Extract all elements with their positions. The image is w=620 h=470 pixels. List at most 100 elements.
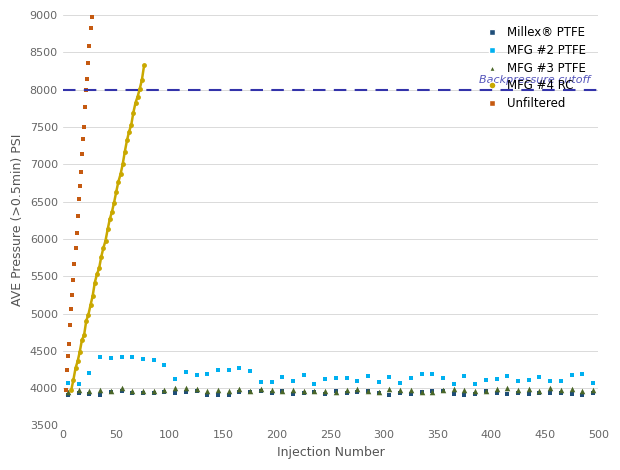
Millex® PTFE bbox=[267, 389, 277, 396]
MFG #3 PTFE bbox=[95, 387, 105, 394]
Millex® PTFE bbox=[438, 387, 448, 395]
Unfiltered bbox=[77, 150, 87, 158]
MFG #2 PTFE bbox=[224, 366, 234, 374]
Millex® PTFE bbox=[127, 390, 137, 397]
MFG #3 PTFE bbox=[299, 387, 309, 394]
Y-axis label: AVE Pressure (>0.5min) PSI: AVE Pressure (>0.5min) PSI bbox=[11, 134, 24, 306]
Unfiltered bbox=[71, 244, 81, 251]
MFG #3 PTFE bbox=[567, 385, 577, 393]
MFG #3 PTFE bbox=[438, 386, 448, 393]
X-axis label: Injection Number: Injection Number bbox=[277, 446, 384, 459]
MFG #4 RC bbox=[110, 200, 118, 205]
Millex® PTFE bbox=[588, 389, 598, 397]
Millex® PTFE bbox=[181, 388, 191, 395]
Unfiltered bbox=[68, 276, 78, 283]
MFG #4 RC bbox=[140, 63, 148, 68]
MFG #3 PTFE bbox=[470, 387, 480, 394]
Millex® PTFE bbox=[352, 388, 362, 396]
MFG #2 PTFE bbox=[106, 354, 116, 361]
MFG #3 PTFE bbox=[492, 385, 502, 392]
Millex® PTFE bbox=[427, 388, 437, 395]
Unfiltered bbox=[69, 260, 79, 267]
MFG #4 RC bbox=[74, 359, 81, 364]
MFG #2 PTFE bbox=[267, 378, 277, 386]
MFG #3 PTFE bbox=[63, 388, 73, 395]
Millex® PTFE bbox=[309, 388, 319, 396]
Unfiltered bbox=[87, 13, 97, 21]
MFG #4 RC bbox=[97, 254, 105, 260]
MFG #2 PTFE bbox=[406, 374, 416, 382]
MFG #3 PTFE bbox=[267, 386, 277, 394]
MFG #4 RC bbox=[69, 377, 77, 383]
Millex® PTFE bbox=[288, 390, 298, 398]
Millex® PTFE bbox=[159, 388, 169, 395]
MFG #4 RC bbox=[82, 318, 90, 324]
MFG #3 PTFE bbox=[256, 385, 266, 392]
Millex® PTFE bbox=[256, 387, 266, 395]
MFG #3 PTFE bbox=[395, 386, 405, 394]
MFG #4 RC bbox=[87, 302, 94, 308]
MFG #3 PTFE bbox=[556, 386, 566, 394]
Unfiltered bbox=[75, 182, 85, 189]
MFG #3 PTFE bbox=[309, 387, 319, 394]
MFG #2 PTFE bbox=[331, 374, 341, 382]
MFG #2 PTFE bbox=[342, 374, 352, 382]
MFG #4 RC bbox=[68, 387, 75, 393]
Unfiltered bbox=[64, 340, 74, 348]
MFG #4 RC bbox=[81, 332, 88, 338]
Millex® PTFE bbox=[224, 392, 234, 399]
MFG #3 PTFE bbox=[417, 388, 427, 396]
MFG #3 PTFE bbox=[170, 385, 180, 392]
MFG #3 PTFE bbox=[427, 388, 437, 395]
MFG #4 RC bbox=[132, 100, 140, 106]
MFG #2 PTFE bbox=[127, 353, 137, 361]
MFG #3 PTFE bbox=[234, 385, 244, 392]
MFG #3 PTFE bbox=[84, 387, 94, 394]
Unfiltered bbox=[63, 352, 73, 360]
Text: Backpressure cutoff: Backpressure cutoff bbox=[479, 75, 590, 85]
MFG #3 PTFE bbox=[74, 386, 84, 393]
MFG #3 PTFE bbox=[138, 387, 148, 394]
Millex® PTFE bbox=[384, 391, 394, 399]
Millex® PTFE bbox=[84, 391, 94, 398]
MFG #3 PTFE bbox=[277, 387, 287, 395]
Millex® PTFE bbox=[277, 388, 287, 395]
MFG #2 PTFE bbox=[288, 377, 298, 385]
MFG #4 RC bbox=[78, 337, 86, 343]
Millex® PTFE bbox=[534, 389, 544, 397]
Millex® PTFE bbox=[192, 387, 202, 395]
Millex® PTFE bbox=[170, 389, 180, 397]
Millex® PTFE bbox=[299, 389, 309, 396]
MFG #3 PTFE bbox=[534, 387, 544, 395]
MFG #2 PTFE bbox=[449, 380, 459, 387]
Millex® PTFE bbox=[117, 387, 126, 395]
MFG #4 RC bbox=[76, 349, 84, 354]
Millex® PTFE bbox=[481, 388, 491, 395]
MFG #3 PTFE bbox=[224, 387, 234, 394]
Millex® PTFE bbox=[395, 389, 405, 396]
MFG #2 PTFE bbox=[481, 376, 491, 384]
MFG #2 PTFE bbox=[213, 367, 223, 374]
Unfiltered bbox=[61, 386, 71, 394]
MFG #4 RC bbox=[123, 138, 131, 143]
MFG #2 PTFE bbox=[159, 361, 169, 368]
Unfiltered bbox=[82, 75, 92, 83]
MFG #3 PTFE bbox=[545, 384, 555, 392]
MFG #2 PTFE bbox=[74, 380, 84, 388]
MFG #4 RC bbox=[128, 122, 135, 128]
MFG #4 RC bbox=[130, 110, 137, 115]
MFG #2 PTFE bbox=[234, 364, 244, 371]
MFG #3 PTFE bbox=[374, 388, 384, 396]
MFG #4 RC bbox=[125, 129, 133, 134]
MFG #4 RC bbox=[100, 245, 107, 251]
MFG #4 RC bbox=[138, 77, 146, 82]
MFG #3 PTFE bbox=[363, 387, 373, 395]
MFG #3 PTFE bbox=[202, 387, 212, 394]
MFG #4 RC bbox=[91, 280, 99, 285]
MFG #3 PTFE bbox=[352, 385, 362, 393]
MFG #4 RC bbox=[89, 293, 96, 299]
MFG #2 PTFE bbox=[470, 380, 480, 387]
MFG #2 PTFE bbox=[63, 379, 73, 387]
MFG #2 PTFE bbox=[192, 372, 202, 379]
Unfiltered bbox=[78, 135, 88, 143]
